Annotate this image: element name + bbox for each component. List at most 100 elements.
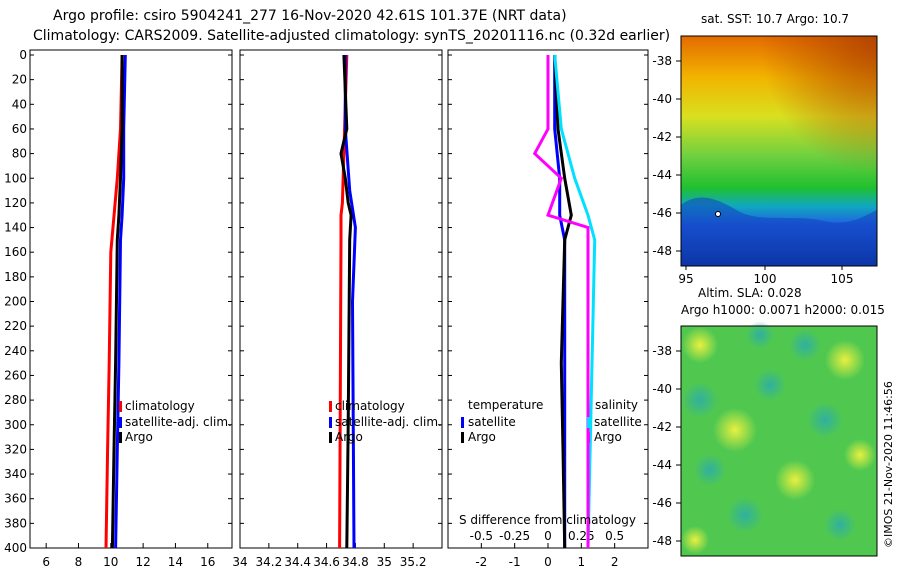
depth-tick-label: 80 <box>12 147 27 161</box>
depth-tick-label: 40 <box>12 97 27 111</box>
lon-tick-label: 95 <box>678 272 693 286</box>
x2-tick-label: 0 <box>544 529 552 543</box>
x-tick-label: 0 <box>544 555 552 569</box>
depth-tick-label: 240 <box>4 344 27 358</box>
x-tick-label: 16 <box>200 555 215 569</box>
lat-tick-label: -46 <box>652 206 672 220</box>
legend-swatch-satellite <box>329 417 332 428</box>
legend-swatch-argo <box>329 432 332 443</box>
depth-tick-label: 160 <box>4 245 27 259</box>
legend-title-salinity: salinity <box>595 398 638 412</box>
sla-map-title-2: Argo h1000: 0.0071 h2000: 0.015 <box>681 303 885 317</box>
lon-tick-label: 100 <box>754 272 777 286</box>
imos-credit: ©IMOS 21-Nov-2020 11:46:56 <box>882 381 895 548</box>
lat-tick-label: -46 <box>652 496 672 510</box>
sst-map-cold-front <box>681 197 877 266</box>
x-tick-label: 34.8 <box>342 555 369 569</box>
legend-label-climatology: climatology <box>125 399 195 413</box>
series-line-salinity-satellite <box>553 54 597 549</box>
header-line-1: Argo profile: csiro 5904241_277 16-Nov-2… <box>53 8 567 24</box>
x-tick-label: 34.6 <box>313 555 340 569</box>
x-tick-label: 12 <box>135 555 150 569</box>
depth-tick-label: 380 <box>4 516 27 530</box>
legend-swatch-argo <box>119 432 122 443</box>
series-line-argo <box>339 54 353 549</box>
sst-map-title: sat. SST: 10.7 Argo: 10.7 <box>701 12 849 26</box>
x-tick-label: 2 <box>611 555 619 569</box>
legend-label-temp-argo: Argo <box>468 430 496 444</box>
legend-swatch-temp-satellite <box>461 417 464 428</box>
lat-tick-label: -38 <box>652 54 672 68</box>
depth-tick-label: 300 <box>4 418 27 432</box>
lat-tick-label: -44 <box>652 458 672 472</box>
lat-tick-label: -38 <box>652 344 672 358</box>
lat-tick-label: -40 <box>652 382 672 396</box>
series-line-climatology <box>104 54 124 549</box>
legend-swatch-sal-argo <box>587 432 590 443</box>
x2-tick-label: -0.5 <box>470 529 493 543</box>
series-line-satellite-adj-clim- <box>114 54 127 549</box>
sla-map-frame <box>680 325 878 557</box>
depth-tick-label: 360 <box>4 492 27 506</box>
temperature-series <box>104 54 127 549</box>
depth-axis: 0 20 40 60 80 100 120 140 160 180 200 220 240 260 280 3… <box>4 48 648 555</box>
legend-label-sal-argo: Argo <box>594 430 622 444</box>
sst-map-frame <box>680 35 878 267</box>
depth-tick-label: 260 <box>4 368 27 382</box>
x-tick-label: 35.2 <box>400 555 427 569</box>
legend-swatch-satellite <box>119 417 122 428</box>
legend-swatch-climatology <box>329 401 332 412</box>
series-line-temperature-argo <box>553 54 573 549</box>
lat-tick-label: -40 <box>652 92 672 106</box>
x2-tick-label: 0.5 <box>605 529 624 543</box>
x-tick-label: 35 <box>377 555 392 569</box>
legend-label-satellite: satellite-adj. clim. <box>335 415 442 429</box>
x-tick-label: 6 <box>42 555 50 569</box>
legend-label-argo: Argo <box>335 430 363 444</box>
legend-swatch-climatology <box>119 401 122 412</box>
x-tick-label: -1 <box>509 555 521 569</box>
x-tick-label: -2 <box>475 555 487 569</box>
sla-map-title-1: Altim. SLA: 0.028 <box>698 286 802 300</box>
lat-tick-label: -48 <box>652 244 672 258</box>
x-tick-label: 34 <box>232 555 247 569</box>
x-tick-label: 14 <box>168 555 183 569</box>
x2-tick-label: -0.25 <box>499 529 530 543</box>
depth-tick-label: 100 <box>4 171 27 185</box>
lat-tick-label: -42 <box>652 130 672 144</box>
salinity-series <box>338 54 357 549</box>
lat-tick-label: -42 <box>652 420 672 434</box>
x-tick-label: 8 <box>75 555 83 569</box>
depth-tick-label: 20 <box>12 73 27 87</box>
legend-label-satellite: satellite-adj. clim. <box>125 415 232 429</box>
depth-tick-label: 340 <box>4 467 27 481</box>
temperature-legend: climatology satellite-adj. clim. Argo <box>119 399 232 444</box>
legend-label-argo: Argo <box>125 430 153 444</box>
temperature-panel <box>29 49 233 549</box>
legend-title-temperature: temperature <box>468 398 543 412</box>
salinity-legend: climatology satellite-adj. clim. Argo <box>329 399 442 444</box>
depth-tick-label: 320 <box>4 442 27 456</box>
depth-tick-label: 180 <box>4 270 27 284</box>
salinity-diff-axis-label: S difference from climatology <box>459 513 636 527</box>
x-tick-label: 1 <box>578 555 586 569</box>
depth-tick-label: 200 <box>4 295 27 309</box>
depth-tick-label: 0 <box>19 48 27 62</box>
series-line-argo <box>110 55 124 549</box>
lat-tick-label: -48 <box>652 534 672 548</box>
header-line-2: Climatology: CARS2009. Satellite-adjuste… <box>33 28 670 44</box>
lon-tick-label: 105 <box>831 272 854 286</box>
legend-label-temp-satellite: satellite <box>468 415 516 429</box>
difference-panel <box>447 49 649 549</box>
legend-label-sal-satellite: satellite <box>594 415 642 429</box>
temperature-x-axis: 6 8 10 12 14 16 <box>42 543 215 569</box>
depth-tick-label: 140 <box>4 221 27 235</box>
x-tick-label: 34.4 <box>284 555 311 569</box>
legend-swatch-temp-argo <box>461 432 464 443</box>
difference-series <box>532 54 597 549</box>
depth-tick-label: 60 <box>12 122 27 136</box>
legend-swatch-sal-satellite <box>587 417 590 428</box>
sla-map-axes: -38 -40 -42 -44 -46 -48 <box>652 344 681 548</box>
argo-float-marker <box>715 211 721 217</box>
